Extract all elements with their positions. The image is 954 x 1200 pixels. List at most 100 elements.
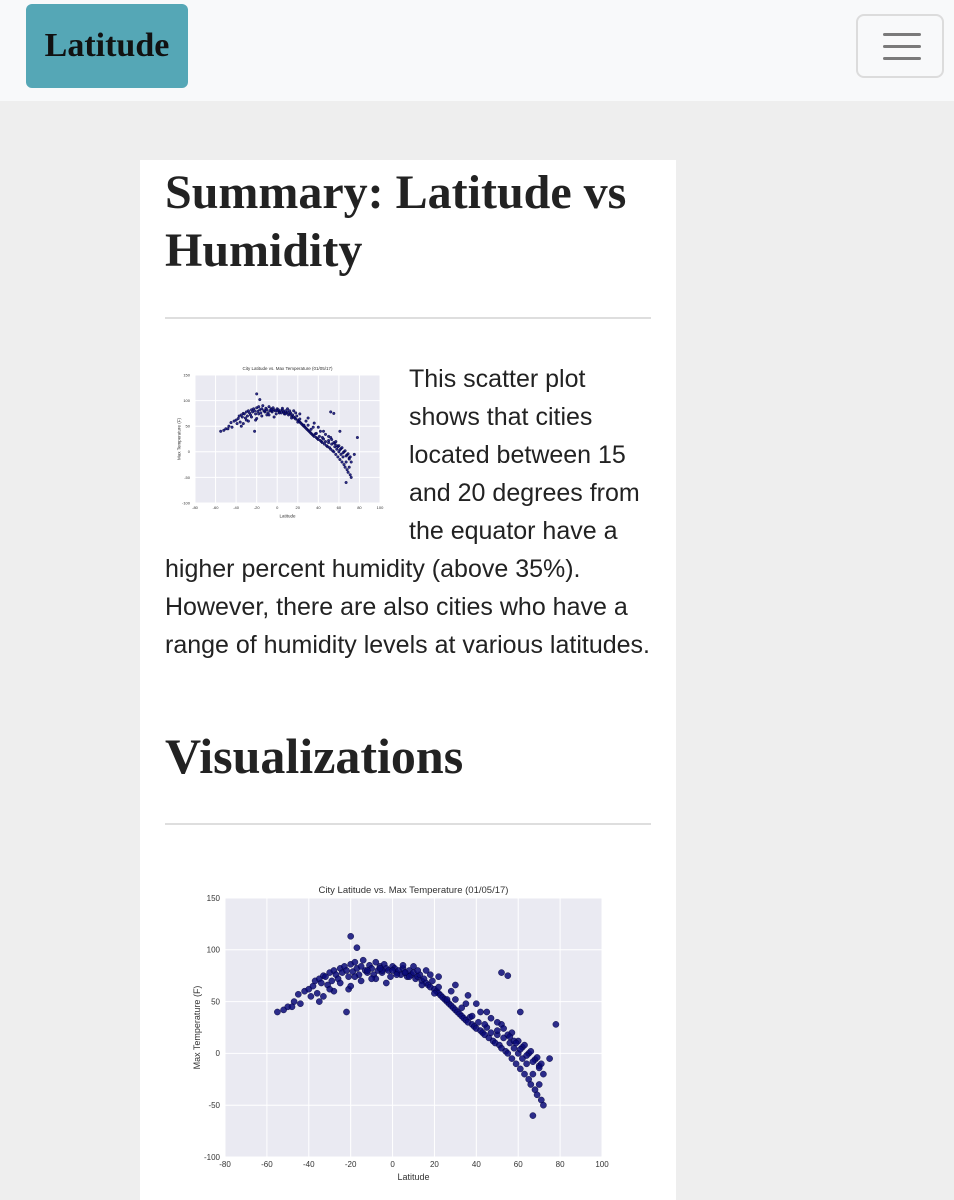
data-point <box>357 963 365 970</box>
thumb-data-point <box>321 429 325 433</box>
data-point <box>343 967 350 974</box>
thumb-data-point <box>339 452 343 456</box>
data-point <box>389 967 396 974</box>
visualizations-heading: Visualizations <box>165 728 464 784</box>
thumb-data-point <box>249 415 253 419</box>
data-point <box>521 1070 528 1078</box>
data-point <box>345 973 352 980</box>
x-tick-label: 100 <box>595 1160 609 1169</box>
thumbnail-chart[interactable]: -80 -60 -40 -20 0 20 40 60 80 100 -100 -50 0 50 100 150… <box>165 360 395 530</box>
thumb-data-point <box>343 465 347 469</box>
x-tick-label: -20 <box>345 1160 357 1169</box>
thumb-data-point <box>338 457 342 461</box>
x-tick-label: 40 <box>472 1160 481 1169</box>
data-point <box>414 967 421 974</box>
data-point <box>487 1014 495 1022</box>
thumb-data-point <box>288 409 292 413</box>
thumb-data-point <box>261 404 265 408</box>
thumb-data-point <box>239 424 243 428</box>
thumb-data-point <box>244 418 248 422</box>
data-point <box>529 1112 537 1119</box>
data-point <box>317 979 325 987</box>
data-point <box>307 993 315 1000</box>
thumb-data-point <box>327 438 331 442</box>
brand-link[interactable]: Latitude <box>26 4 188 88</box>
thumb-data-point <box>255 392 259 396</box>
navbar: Latitude <box>0 0 954 101</box>
y-axis-label: Max Temperature (F) <box>192 986 202 1070</box>
thumb-data-point <box>238 420 242 424</box>
data-point <box>481 1021 489 1028</box>
data-point <box>343 1008 350 1016</box>
thumb-data-point <box>311 425 315 429</box>
data-point <box>336 979 344 987</box>
data-point <box>382 979 390 987</box>
thumb-data-point <box>306 416 310 420</box>
data-point <box>521 1041 528 1049</box>
thumb-data-point <box>277 411 281 415</box>
thumb-data-point <box>240 415 244 419</box>
thumb-data-point <box>256 409 260 413</box>
data-point <box>351 973 359 980</box>
thumb-data-point <box>227 424 231 428</box>
x-tick-label: -80 <box>219 1160 231 1169</box>
thumb-data-point <box>333 442 337 446</box>
thumb-data-point <box>254 412 258 416</box>
scatter-chart: -80 -60 -40 -20 0 20 40 60 80 100 -100 -50 0 50 100 150… <box>192 885 609 1182</box>
x-tick-label: 20 <box>430 1160 439 1169</box>
data-point <box>376 965 384 972</box>
data-point <box>435 983 442 991</box>
thumb-data-point <box>296 420 300 424</box>
thumb-data-point <box>294 411 298 415</box>
thumb-data-point <box>230 425 234 429</box>
data-point <box>523 1052 530 1059</box>
thumb-data-point <box>229 421 233 425</box>
thumb-data-point <box>316 425 320 429</box>
thumb-chart-title: City Latitude vs. Max Temperature (01/05… <box>243 366 333 371</box>
navbar-toggler-button[interactable] <box>856 14 944 78</box>
thumb-data-point <box>338 429 342 433</box>
thumb-data-point <box>309 427 313 431</box>
data-point <box>353 944 361 951</box>
data-point <box>435 973 442 980</box>
data-point <box>426 971 434 978</box>
summary-section: -80 -60 -40 -20 0 20 40 60 80 100 -100 -50 0 50 100 150… <box>165 360 651 664</box>
thumb-data-point <box>346 452 350 456</box>
thumb-data-point <box>283 412 287 416</box>
main-content: Summary: Latitude vs Humidity -80 -60 -40-… <box>140 160 676 1200</box>
thumb-data-point <box>336 445 340 449</box>
thumb-data-point <box>348 473 352 477</box>
thumb-data-point <box>336 455 340 459</box>
thumb-y-tick-label: -50 <box>184 475 191 480</box>
divider <box>165 317 651 319</box>
data-point <box>529 1058 537 1065</box>
thumb-data-point <box>298 417 302 421</box>
y-tick-label: -100 <box>204 1153 221 1162</box>
thumb-data-point <box>272 415 276 419</box>
thumb-x-tick-label: -60 <box>213 505 220 510</box>
thumb-x-tick-label: -40 <box>233 505 240 510</box>
thumb-data-point <box>343 449 347 453</box>
data-point <box>387 973 394 980</box>
x-tick-label: 60 <box>514 1160 523 1169</box>
data-point <box>493 1027 501 1034</box>
data-point <box>351 958 359 966</box>
data-point <box>405 973 413 980</box>
data-point <box>540 1101 547 1109</box>
thumb-x-axis-label: Latitude <box>279 514 296 519</box>
thumb-data-point <box>304 419 308 423</box>
thumb-data-point <box>267 405 271 409</box>
data-point <box>410 963 417 970</box>
data-point <box>504 1050 512 1057</box>
thumb-y-axis-label: Max Temperature (F) <box>177 418 182 460</box>
data-point <box>288 1003 296 1011</box>
data-point <box>443 996 451 1003</box>
y-tick-label: 50 <box>211 997 220 1006</box>
thumb-data-point <box>320 435 324 439</box>
data-point <box>328 977 336 985</box>
thumb-y-tick-label: 50 <box>186 424 191 429</box>
data-point <box>452 996 459 1003</box>
thumb-data-point <box>312 421 316 425</box>
thumb-data-point <box>342 463 346 467</box>
data-point <box>533 1091 541 1099</box>
